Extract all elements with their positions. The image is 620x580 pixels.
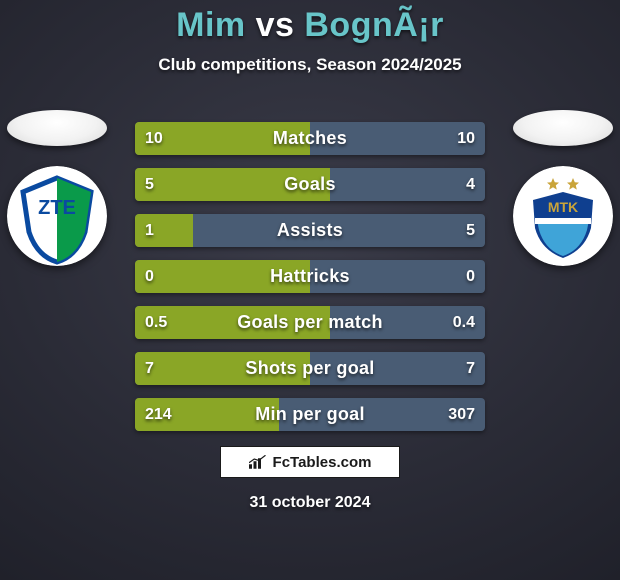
brand-text: FcTables.com — [273, 454, 372, 471]
stat-label: Assists — [135, 214, 485, 247]
stat-row: 77Shots per goal — [135, 352, 485, 385]
stat-label: Goals per match — [135, 306, 485, 339]
stat-row: 0.50.4Goals per match — [135, 306, 485, 339]
stat-row: 00Hattricks — [135, 260, 485, 293]
comparison-title: Mim vs BognÃ¡r — [176, 6, 444, 45]
stat-label: Matches — [135, 122, 485, 155]
player-left-silhouette — [7, 110, 107, 146]
stat-label: Hattricks — [135, 260, 485, 293]
stat-row: 1010Matches — [135, 122, 485, 155]
title-player2: BognÃ¡r — [304, 6, 443, 44]
subtitle: Club competitions, Season 2024/2025 — [158, 55, 461, 75]
stat-label: Min per goal — [135, 398, 485, 431]
stat-label: Goals — [135, 168, 485, 201]
title-player1: Mim — [176, 6, 246, 44]
chart-icon — [249, 455, 267, 469]
stat-label: Shots per goal — [135, 352, 485, 385]
stat-row: 214307Min per goal — [135, 398, 485, 431]
stat-row: 54Goals — [135, 168, 485, 201]
svg-text:ZTE: ZTE — [38, 197, 76, 219]
stat-row: 15Assists — [135, 214, 485, 247]
brand-badge[interactable]: FcTables.com — [220, 446, 400, 478]
svg-text:MTK: MTK — [548, 199, 578, 215]
player-right-silhouette — [513, 110, 613, 146]
stat-bars: 1010Matches 54Goals 15Assists 00Hattricks 0.… — [135, 122, 485, 431]
player-right-column: MTK — [508, 110, 618, 266]
player-left-column: ZTE — [2, 110, 112, 266]
date-text: 31 october 2024 — [0, 494, 620, 512]
club-crest-right: MTK — [513, 166, 613, 266]
title-vs: vs — [256, 6, 295, 44]
club-crest-left: ZTE — [7, 166, 107, 266]
